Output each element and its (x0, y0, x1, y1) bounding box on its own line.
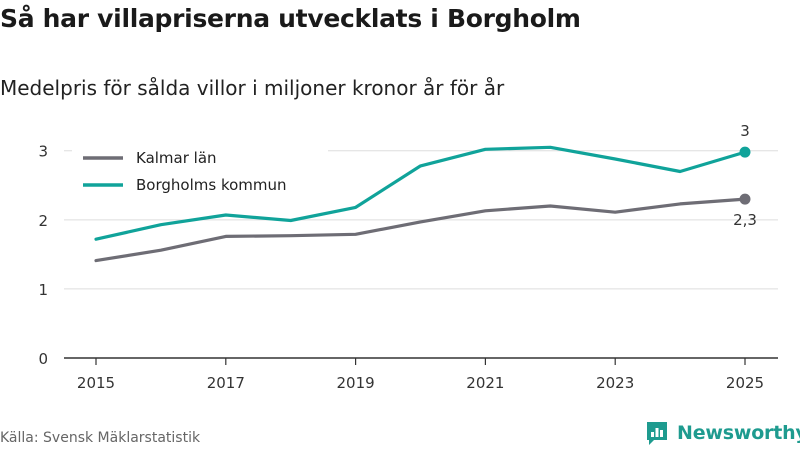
y-tick-label: 1 (38, 281, 48, 299)
x-tick-label: 2025 (726, 374, 764, 392)
label-layer: 2,33 (733, 122, 757, 229)
x-tick-label: 2017 (207, 374, 245, 392)
axis-layer: 0 1 2 3 2015 2017 2019 2021 2023 2025 (38, 143, 778, 392)
legend-label-0: Kalmar län (136, 149, 217, 167)
brand-name: Newsworthy (677, 422, 800, 444)
x-tick-label: 2015 (77, 374, 115, 392)
x-tick-label: 2019 (337, 374, 375, 392)
series-end-point-0 (739, 193, 751, 205)
y-tick-label: 2 (38, 212, 48, 230)
x-tick-label: 2021 (466, 374, 504, 392)
series-end-point-1 (739, 146, 751, 158)
series-layer (94, 145, 751, 263)
brand-logo: Newsworthy (645, 420, 800, 446)
x-tick-label: 2023 (596, 374, 634, 392)
legend-background (72, 143, 328, 201)
y-tick-label: 3 (38, 143, 48, 161)
series-line-1 (94, 145, 747, 241)
source-note: Källa: Svensk Mäklarstatistik (0, 430, 201, 446)
line-chart: 0 1 2 3 2015 2017 2019 2021 2023 2025 Kalmar län B… (38, 122, 778, 392)
chart-subtitle: Medelpris för sålda villor i miljoner kr… (0, 76, 505, 100)
legend-label-1: Borgholms kommun (136, 176, 287, 194)
end-label-borgholm: 3 (740, 122, 750, 140)
chart-title: Så har villapriserna utvecklats i Borgho… (0, 4, 581, 33)
legend-layer: Kalmar län Borgholms kommun (72, 143, 328, 201)
newsworthy-logo-icon (647, 422, 667, 445)
series-line-0 (94, 197, 747, 263)
y-tick-label: 0 (38, 350, 48, 368)
end-label-kalmar: 2,3 (733, 211, 757, 229)
